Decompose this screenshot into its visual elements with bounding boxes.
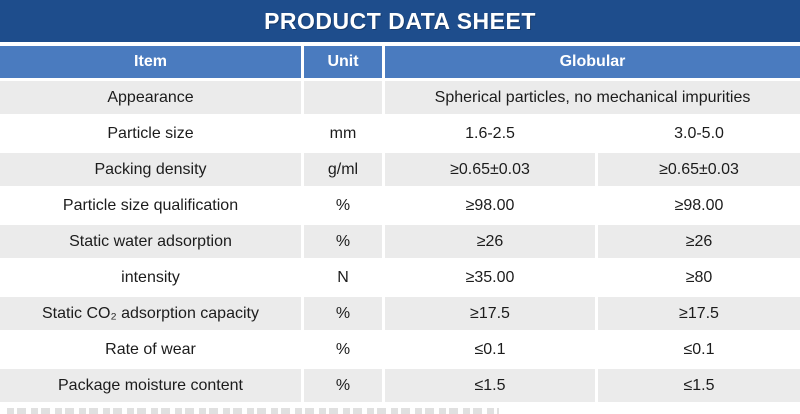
value-cell: ≥17.5 [385,297,595,330]
unit-cell [304,81,382,114]
value-cell: 3.0-5.0 [598,117,800,150]
unit-cell: % [304,297,382,330]
value-cell: 1.6-2.5 [385,117,595,150]
value-cell: ≤1.5 [385,369,595,402]
title-bar: PRODUCT DATA SHEET [0,0,800,42]
value-cell: ≤0.1 [598,333,800,366]
value-cell: ≥17.5 [598,297,800,330]
unit-cell: % [304,369,382,402]
item-cell: Particle size qualification [0,189,301,222]
value-cell: ≤0.1 [385,333,595,366]
value-cell: ≥98.00 [598,189,800,222]
value-cell: ≥26 [385,225,595,258]
value-cell: ≥0.65±0.03 [598,153,800,186]
unit-cell: % [304,225,382,258]
value-cell: Spherical particles, no mechanical impur… [385,81,800,114]
value-cell: ≥80 [598,261,800,294]
item-cell: Packing density [0,153,301,186]
value-cell: ≥98.00 [385,189,595,222]
data-table: Item Unit Globular Appearance Spherical … [0,46,800,402]
column-header-item: Item [0,46,301,78]
unit-cell: g/ml [304,153,382,186]
value-cell: ≥26 [598,225,800,258]
item-cell: intensity [0,261,301,294]
item-cell: Static water adsorption [0,225,301,258]
unit-cell: % [304,333,382,366]
cutoff-text-remnant [7,408,499,414]
cutoff-next-row [0,402,800,414]
value-cell: ≥35.00 [385,261,595,294]
item-cell: Particle size [0,117,301,150]
unit-cell: % [304,189,382,222]
column-header-globular: Globular [385,46,800,78]
item-cell: Static CO₂ adsorption capacity [0,297,301,330]
page-title: PRODUCT DATA SHEET [264,7,536,34]
item-cell: Appearance [0,81,301,114]
unit-cell: mm [304,117,382,150]
value-cell: ≤1.5 [598,369,800,402]
unit-cell: N [304,261,382,294]
column-header-unit: Unit [304,46,382,78]
value-cell: ≥0.65±0.03 [385,153,595,186]
item-cell: Rate of wear [0,333,301,366]
item-cell: Package moisture content [0,369,301,402]
